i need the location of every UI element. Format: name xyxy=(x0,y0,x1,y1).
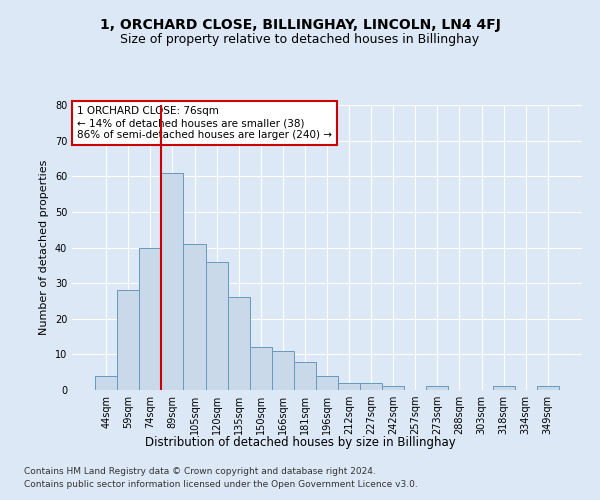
Bar xyxy=(316,376,338,390)
Bar xyxy=(294,362,316,390)
Text: 1 ORCHARD CLOSE: 76sqm
← 14% of detached houses are smaller (38)
86% of semi-det: 1 ORCHARD CLOSE: 76sqm ← 14% of detached… xyxy=(77,106,332,140)
Bar xyxy=(95,376,117,390)
Text: Distribution of detached houses by size in Billinghay: Distribution of detached houses by size … xyxy=(145,436,455,449)
Text: Contains public sector information licensed under the Open Government Licence v3: Contains public sector information licen… xyxy=(24,480,418,489)
Text: Size of property relative to detached houses in Billinghay: Size of property relative to detached ho… xyxy=(121,32,479,46)
Bar xyxy=(227,298,250,390)
Bar xyxy=(537,386,559,390)
Bar xyxy=(272,351,294,390)
Bar xyxy=(250,347,272,390)
Bar xyxy=(493,386,515,390)
Bar xyxy=(161,172,184,390)
Text: 1, ORCHARD CLOSE, BILLINGHAY, LINCOLN, LN4 4FJ: 1, ORCHARD CLOSE, BILLINGHAY, LINCOLN, L… xyxy=(100,18,500,32)
Bar xyxy=(184,244,206,390)
Bar xyxy=(117,290,139,390)
Bar xyxy=(427,386,448,390)
Bar xyxy=(382,386,404,390)
Text: Contains HM Land Registry data © Crown copyright and database right 2024.: Contains HM Land Registry data © Crown c… xyxy=(24,467,376,476)
Bar xyxy=(338,383,360,390)
Bar xyxy=(139,248,161,390)
Y-axis label: Number of detached properties: Number of detached properties xyxy=(39,160,49,335)
Bar xyxy=(206,262,227,390)
Bar xyxy=(360,383,382,390)
